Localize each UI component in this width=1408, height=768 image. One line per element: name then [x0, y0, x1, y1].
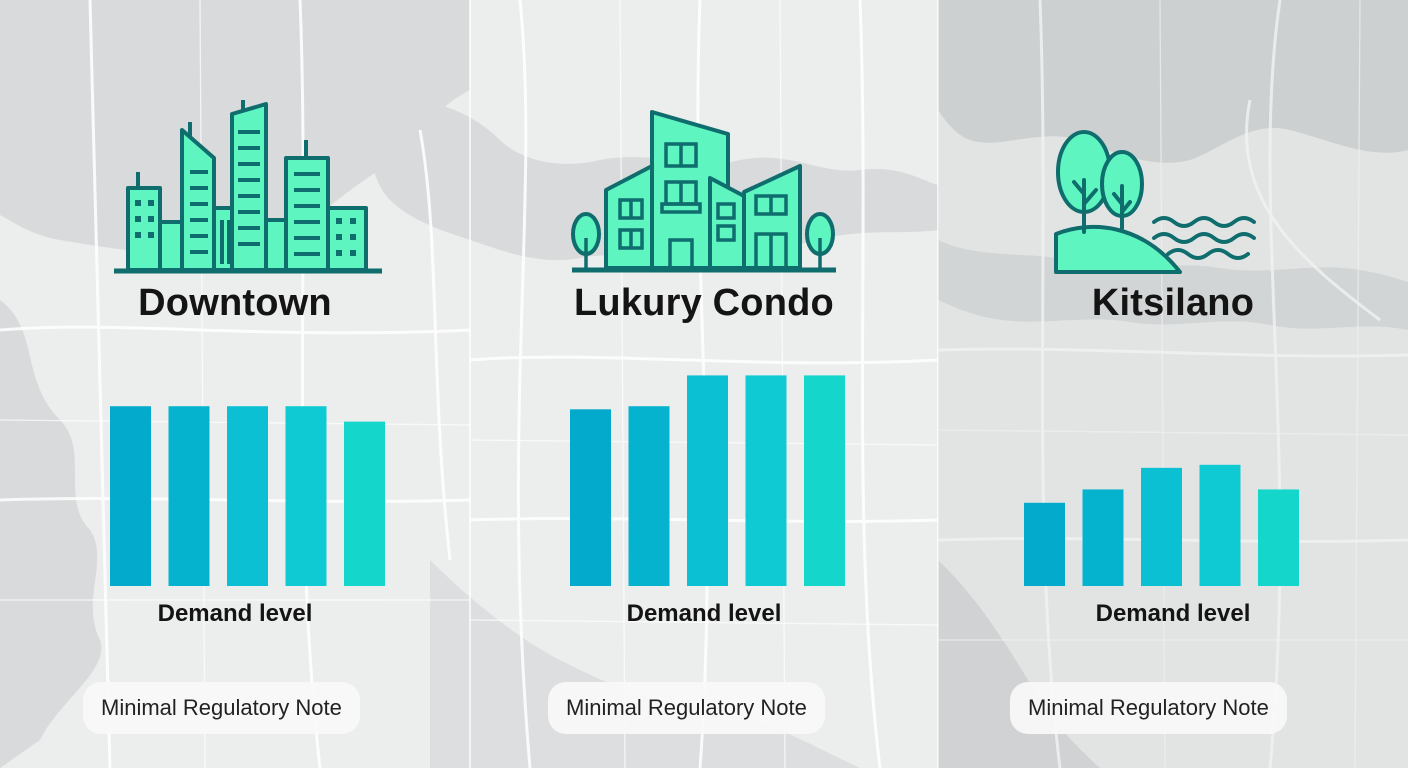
chart-x-label: Demand level	[157, 600, 313, 627]
condo-building-icon	[571, 110, 836, 273]
panel-title: Kitsilano	[1091, 282, 1255, 324]
panel-title: Downtown	[138, 282, 332, 324]
demand-bar	[1082, 489, 1124, 586]
demand-bar	[687, 375, 728, 586]
demand-bar	[570, 409, 611, 586]
demand-bar-chart	[110, 406, 385, 586]
demand-bar	[1258, 489, 1299, 586]
regulatory-note-chip: Minimal Regulatory Note	[548, 682, 825, 734]
panel-title: Lukury Condo	[574, 282, 834, 324]
panel-divider	[937, 0, 939, 768]
demand-bar	[344, 421, 385, 586]
chart-x-label: Demand level	[1095, 600, 1251, 627]
trees-water-icon	[1054, 130, 1256, 274]
panel-kitsilano: Kitsilano Demand level Minimal Regulator…	[938, 0, 1408, 768]
skyline-icon	[114, 100, 382, 274]
demand-bar	[628, 406, 670, 586]
regulatory-note-chip: Minimal Regulatory Note	[1010, 682, 1287, 734]
demand-bar	[168, 406, 210, 586]
panel-divider	[469, 0, 471, 768]
regulatory-note-chip: Minimal Regulatory Note	[83, 682, 360, 734]
demand-bar	[1024, 502, 1065, 586]
demand-bar	[1141, 467, 1182, 586]
demand-bar	[745, 375, 787, 586]
chart-x-label: Demand level	[626, 600, 782, 627]
demand-bar	[227, 406, 268, 586]
demand-bar	[285, 406, 327, 586]
demand-bar-chart	[570, 375, 845, 586]
panel-downtown: Downtown Demand level Minimal Regulatory…	[0, 0, 470, 768]
demand-bar-chart	[1024, 464, 1299, 586]
demand-bar	[110, 406, 151, 586]
demand-bar	[1199, 464, 1241, 586]
panel-luxury-condo: Lukury Condo Demand level Minimal Regula…	[470, 0, 938, 768]
demand-bar	[804, 375, 845, 586]
